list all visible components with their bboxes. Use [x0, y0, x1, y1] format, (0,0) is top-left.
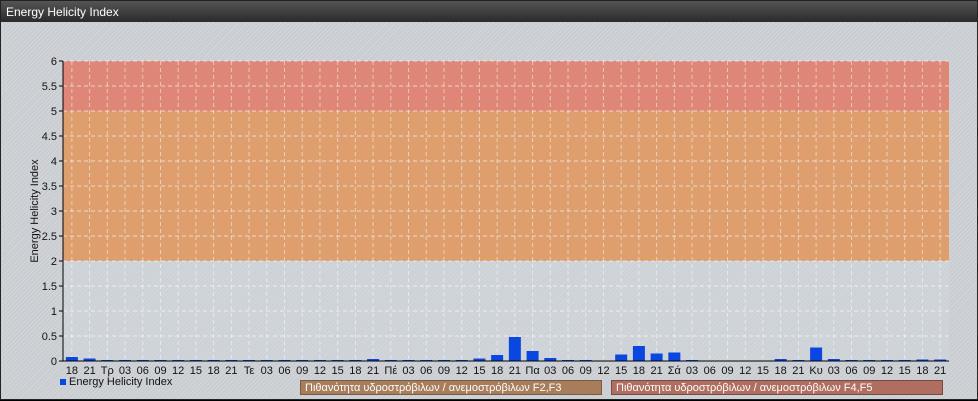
x-tick-label: Τρ — [101, 365, 114, 377]
bar — [473, 358, 486, 361]
bar — [615, 354, 628, 361]
x-tick-label: 15 — [473, 365, 485, 377]
x-tick-label: 06 — [137, 365, 149, 377]
x-tick-label: 12 — [881, 365, 893, 377]
bar — [491, 355, 504, 361]
x-tick-label: Πέ — [384, 365, 397, 377]
x-tick-label: 09 — [580, 365, 592, 377]
y-tick-label: 4.5 — [42, 131, 57, 143]
x-tick-label: Σά — [668, 365, 682, 377]
x-tick-label: 18 — [633, 365, 645, 377]
x-tick-label: 12 — [739, 365, 751, 377]
x-tick-label: 09 — [296, 365, 308, 377]
x-tick-label: 15 — [757, 365, 769, 377]
x-tick-label: 18 — [491, 365, 503, 377]
x-tick-label: 12 — [172, 365, 184, 377]
x-tick-label: 21 — [83, 365, 95, 377]
bar — [65, 357, 78, 361]
window-title: Energy Helicity Index — [1, 1, 977, 22]
x-tick-label: 21 — [934, 365, 946, 377]
x-tick-label: 06 — [704, 365, 716, 377]
x-tick-label: 06 — [278, 365, 290, 377]
band-legend-f2-f3[interactable]: Πιθανότητα υδροστρόβιλων / ανεμοστρόβιλω… — [300, 380, 602, 395]
bar — [827, 359, 840, 361]
x-tick-label: 18 — [916, 365, 928, 377]
y-axis-label: Energy Helicity Index — [29, 159, 41, 263]
legend[interactable]: Energy Helicity Index — [60, 376, 172, 388]
y-tick-label: 6 — [51, 56, 57, 68]
x-tick-label: 06 — [420, 365, 432, 377]
legend-swatch — [60, 379, 66, 385]
bar — [632, 346, 645, 361]
y-tick-label: 4 — [51, 156, 57, 168]
x-tick-label: 18 — [66, 365, 78, 377]
bar — [668, 352, 681, 361]
bar — [650, 353, 663, 361]
x-tick-label: 03 — [686, 365, 698, 377]
legend-label: Energy Helicity Index — [69, 376, 173, 388]
x-tick-label: 21 — [792, 365, 804, 377]
x-tick-label: 03 — [828, 365, 840, 377]
x-tick-label: 21 — [367, 365, 379, 377]
y-tick-label: 1 — [51, 306, 57, 318]
x-tick-label: Κυ — [809, 365, 822, 377]
y-tick-label: 1.5 — [42, 281, 57, 293]
y-tick-label: 5 — [51, 106, 57, 118]
x-tick-label: 03 — [261, 365, 273, 377]
x-tick-label: 18 — [349, 365, 361, 377]
x-tick-label: 18 — [207, 365, 219, 377]
band-legend-f4-f5[interactable]: Πιθανότητα υδροστρόβιλων / ανεμοστρόβιλω… — [611, 380, 943, 395]
x-tick-label: 15 — [332, 365, 344, 377]
x-tick-label: 15 — [615, 365, 627, 377]
x-tick-label: 03 — [544, 365, 556, 377]
y-tick-label: 5.5 — [42, 81, 57, 93]
x-tick-label: 21 — [650, 365, 662, 377]
y-tick-label: 2.5 — [42, 231, 57, 243]
x-tick-label: 21 — [509, 365, 521, 377]
x-tick-label: 09 — [438, 365, 450, 377]
x-tick-label: 09 — [154, 365, 166, 377]
bar — [916, 359, 929, 361]
x-tick-label: 03 — [119, 365, 131, 377]
x-tick-label: Τε — [244, 365, 255, 377]
bar — [774, 359, 787, 361]
bar — [810, 347, 823, 361]
x-tick-label: 03 — [402, 365, 414, 377]
y-tick-label: 0 — [51, 356, 57, 368]
x-tick-label: 06 — [845, 365, 857, 377]
x-tick-label: 09 — [721, 365, 733, 377]
y-tick-label: 3 — [51, 206, 57, 218]
x-tick-label: Πα — [525, 365, 540, 377]
bar — [934, 359, 947, 361]
y-tick-label: 0.5 — [42, 331, 57, 343]
x-tick-label: 15 — [899, 365, 911, 377]
y-tick-label: 2 — [51, 256, 57, 268]
x-tick-label: 06 — [562, 365, 574, 377]
bar — [83, 358, 96, 361]
x-tick-label: 12 — [597, 365, 609, 377]
bar — [367, 359, 380, 361]
bar — [508, 337, 521, 361]
x-tick-label: 18 — [775, 365, 787, 377]
bar — [544, 358, 557, 361]
x-tick-label: 15 — [190, 365, 202, 377]
bar — [526, 351, 539, 361]
x-tick-label: 09 — [863, 365, 875, 377]
x-tick-label: 12 — [314, 365, 326, 377]
y-tick-label: 3.5 — [42, 181, 57, 193]
x-tick-label: 12 — [456, 365, 468, 377]
x-tick-label: 21 — [225, 365, 237, 377]
